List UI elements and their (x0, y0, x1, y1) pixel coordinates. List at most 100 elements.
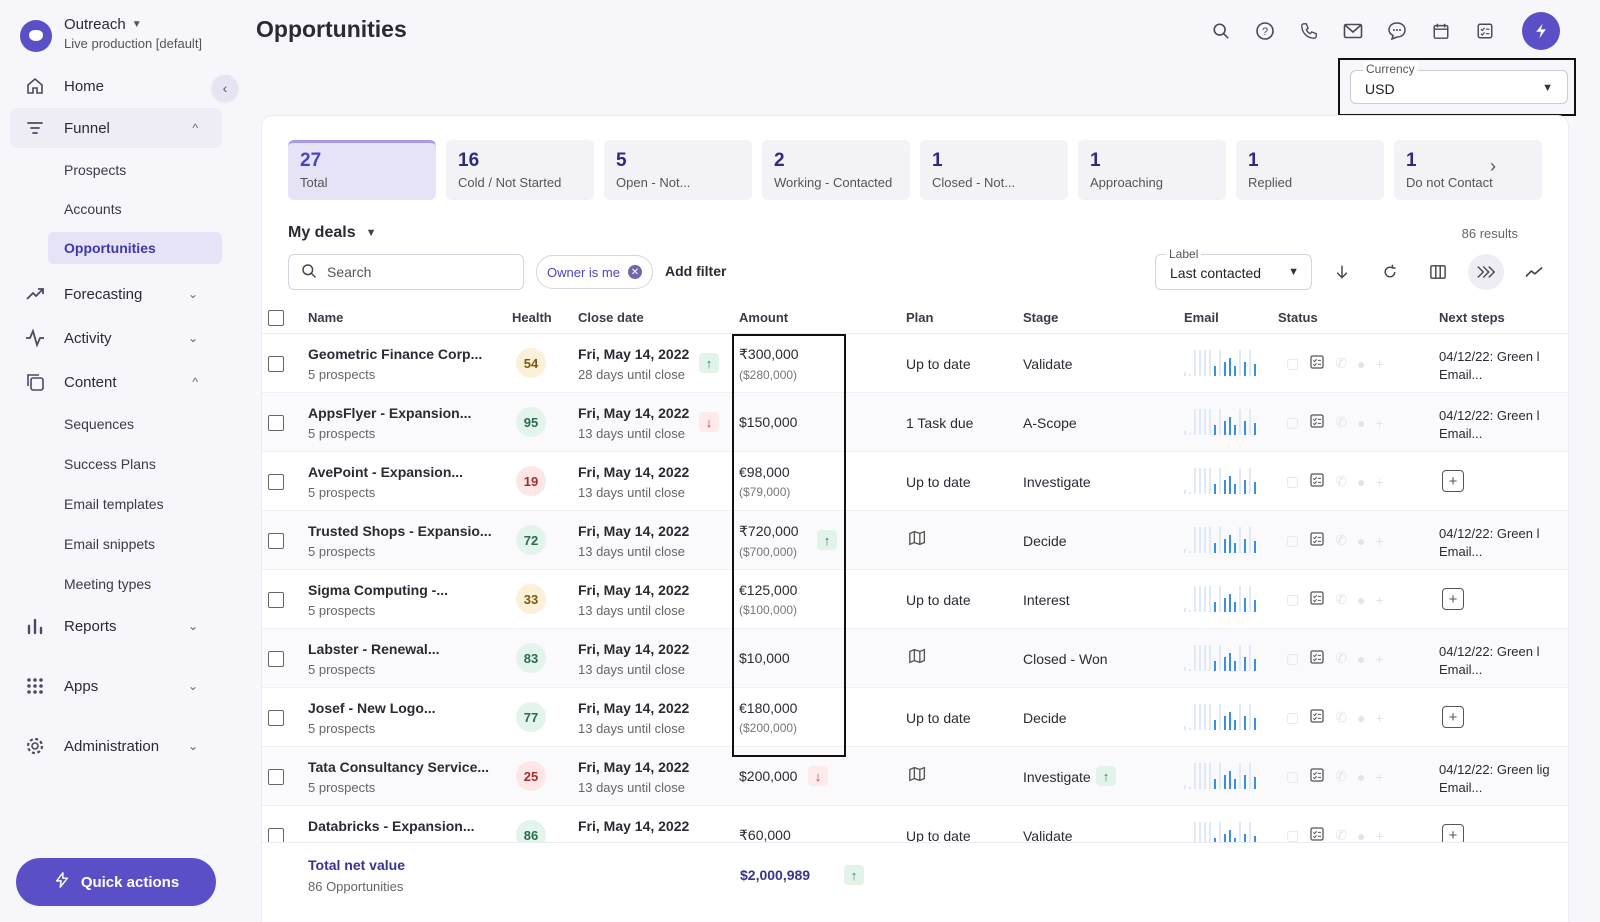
col-status[interactable]: Status (1278, 310, 1318, 325)
row-checkbox[interactable] (268, 415, 284, 431)
nav-administration[interactable]: Administration ⌄ (10, 726, 222, 766)
select-all-checkbox[interactable] (268, 309, 284, 326)
task-icon[interactable] (1309, 413, 1325, 432)
plan-status[interactable]: Up to date (906, 710, 971, 726)
task-icon[interactable] (1309, 767, 1325, 786)
task-icon[interactable] (1309, 826, 1325, 845)
task-icon[interactable] (1309, 354, 1325, 373)
col-name[interactable]: Name (308, 310, 344, 325)
col-email[interactable]: Email (1184, 310, 1219, 325)
deal-name[interactable]: Josef - New Logo... (308, 700, 436, 716)
nav-content[interactable]: Content ^ (10, 362, 222, 402)
sort-label-select[interactable]: Label Last contacted ▼ (1155, 247, 1312, 290)
currency-select[interactable]: Currency USD ▼ (1350, 62, 1568, 104)
row-checkbox[interactable] (268, 356, 284, 372)
table-row[interactable]: Trusted Shops - Expansio... 5 prospects 7… (262, 511, 1568, 570)
table-row[interactable]: Geometric Finance Corp... 5 prospects 54 … (262, 334, 1568, 393)
row-checkbox[interactable] (268, 651, 284, 667)
sort-direction-icon[interactable] (1324, 254, 1360, 290)
row-checkbox[interactable] (268, 769, 284, 785)
help-icon[interactable]: ? (1252, 18, 1278, 44)
col-close-date[interactable]: Close date (578, 310, 644, 325)
deal-name[interactable]: Trusted Shops - Expansio... (308, 523, 492, 539)
col-stage[interactable]: Stage (1023, 310, 1059, 325)
stage-tab[interactable]: 2 Working - Contacted (762, 140, 910, 200)
table-row[interactable]: Labster - Renewal... 5 prospects 83 Fri, … (262, 629, 1568, 688)
refresh-icon[interactable] (1372, 254, 1408, 290)
collapse-sidebar-button[interactable]: ‹ (212, 75, 238, 101)
row-checkbox[interactable] (268, 710, 284, 726)
chat-icon[interactable] (1384, 18, 1410, 44)
nav-apps[interactable]: Apps ⌄ (10, 666, 222, 706)
nav-prospects[interactable]: Prospects (64, 162, 127, 178)
nav-accounts[interactable]: Accounts (64, 201, 122, 217)
owner-filter-chip[interactable]: Owner is me ✕ (536, 255, 653, 289)
task-icon[interactable] (1309, 531, 1325, 550)
deal-name[interactable]: Sigma Computing -... (308, 582, 448, 598)
stage-tab[interactable]: 1 Closed - Not... (920, 140, 1068, 200)
col-next-steps[interactable]: Next steps (1439, 310, 1505, 325)
table-row[interactable]: AvePoint - Expansion... 5 prospects 19 Fr… (262, 452, 1568, 511)
stage-tab[interactable]: 27 Total (288, 140, 436, 200)
deal-name[interactable]: Databricks - Expansion... (308, 818, 475, 834)
nav-meeting-types[interactable]: Meeting types (64, 576, 152, 592)
mail-icon[interactable] (1340, 18, 1366, 44)
plan-status[interactable]: Up to date (906, 592, 971, 608)
nav-success-plans[interactable]: Success Plans (64, 456, 156, 472)
table-row[interactable]: Tata Consultancy Service... 5 prospects 2… (262, 747, 1568, 806)
plan-status[interactable]: Up to date (906, 828, 971, 844)
col-amount[interactable]: Amount (739, 310, 789, 325)
add-next-step-icon[interactable]: + (1442, 706, 1464, 728)
stage-tab[interactable]: 16 Cold / Not Started (446, 140, 594, 200)
nav-activity[interactable]: Activity ⌄ (10, 318, 222, 358)
task-icon[interactable] (1309, 472, 1325, 491)
nav-sequences[interactable]: Sequences (64, 416, 135, 432)
columns-icon[interactable] (1420, 254, 1456, 290)
map-plan-icon[interactable] (908, 529, 928, 550)
table-row[interactable]: Sigma Computing -... 5 prospects 33 Fri, … (262, 570, 1568, 629)
org-switcher[interactable]: Outreach ▼ Live production [default] (20, 16, 202, 52)
stage-tab[interactable]: 1 Replied (1236, 140, 1384, 200)
table-row[interactable]: Josef - New Logo... 5 prospects 77 Fri, M… (262, 688, 1568, 747)
nav-home[interactable]: Home (10, 66, 222, 106)
nav-opportunities[interactable]: Opportunities (48, 232, 222, 264)
lightning-avatar-icon[interactable] (1522, 12, 1560, 50)
quick-actions-button[interactable]: Quick actions (16, 858, 216, 906)
add-filter-button[interactable]: Add filter (665, 263, 727, 279)
nav-email-templates[interactable]: Email templates (64, 496, 164, 512)
row-checkbox[interactable] (268, 474, 284, 490)
col-plan[interactable]: Plan (906, 310, 934, 325)
stage-tab[interactable]: 1 Do not Contact (1394, 140, 1542, 200)
col-health[interactable]: Health (512, 310, 552, 325)
map-plan-icon[interactable] (908, 765, 928, 786)
map-plan-icon[interactable] (908, 647, 928, 668)
my-deals-dropdown[interactable]: My deals ▼ (288, 224, 376, 242)
pipeline-view-icon[interactable] (1468, 254, 1504, 290)
phone-icon[interactable] (1296, 18, 1322, 44)
row-checkbox[interactable] (268, 533, 284, 549)
add-next-step-icon[interactable]: + (1442, 470, 1464, 492)
table-row[interactable]: Databricks - Expansion... 86 Fri, May 14… (262, 806, 1568, 865)
deal-name[interactable]: Labster - Renewal... (308, 641, 440, 657)
deal-name[interactable]: Tata Consultancy Service... (308, 759, 490, 775)
stage-tab[interactable]: 1 Approaching (1078, 140, 1226, 200)
nav-funnel[interactable]: Funnel ^ (10, 108, 222, 148)
nav-forecasting[interactable]: Forecasting ⌄ (10, 274, 222, 314)
search-input[interactable] (327, 264, 497, 280)
trend-chart-icon[interactable] (1516, 254, 1552, 290)
deal-name[interactable]: AvePoint - Expansion... (308, 464, 464, 480)
task-icon[interactable] (1472, 18, 1498, 44)
plan-status[interactable]: 1 Task due (906, 415, 974, 431)
row-checkbox[interactable] (268, 592, 284, 608)
add-next-step-icon[interactable]: + (1442, 588, 1464, 610)
task-icon[interactable] (1309, 590, 1325, 609)
task-icon[interactable] (1309, 649, 1325, 668)
calendar-icon[interactable] (1428, 18, 1454, 44)
plan-status[interactable]: Up to date (906, 356, 971, 372)
nav-reports[interactable]: Reports ⌄ (10, 606, 222, 646)
plan-status[interactable]: Up to date (906, 474, 971, 490)
chevron-right-icon[interactable]: › (1490, 156, 1496, 176)
task-icon[interactable] (1309, 708, 1325, 727)
table-row[interactable]: AppsFlyer - Expansion... 5 prospects 95 F… (262, 393, 1568, 452)
search-icon[interactable] (1208, 18, 1234, 44)
